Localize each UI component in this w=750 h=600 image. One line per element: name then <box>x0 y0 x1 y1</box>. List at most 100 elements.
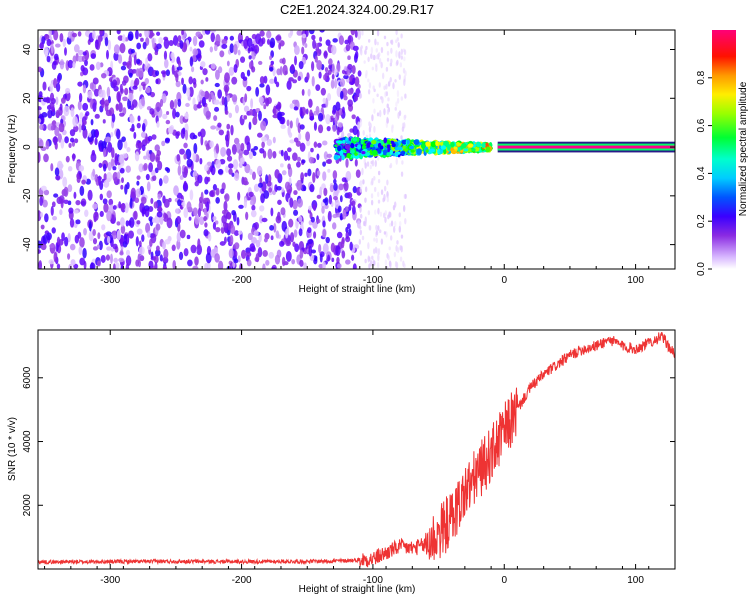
noise-blob <box>376 41 379 46</box>
noise-blob <box>181 30 185 36</box>
noise-blob <box>82 102 89 111</box>
noise-blob <box>175 131 180 139</box>
noise-blob <box>79 257 86 266</box>
noise-blob <box>175 80 181 88</box>
noise-blob <box>234 242 240 250</box>
noise-blob <box>192 77 197 85</box>
noise-blob <box>231 76 238 85</box>
noise-blob <box>65 155 70 163</box>
noise-blob <box>43 46 49 56</box>
noise-blob <box>92 102 97 113</box>
noise-blob <box>252 116 258 126</box>
noise-blob <box>312 221 318 229</box>
noise-blob <box>299 249 304 259</box>
noise-blob <box>338 35 344 45</box>
noise-blob <box>316 194 322 199</box>
noise-blob <box>289 232 295 243</box>
noise-blob <box>104 99 110 107</box>
noise-blob <box>45 96 50 104</box>
noise-blob <box>126 146 131 153</box>
noise-blob <box>372 85 375 90</box>
noise-blob <box>164 138 170 144</box>
noise-blob <box>352 186 357 194</box>
noise-blob <box>375 224 378 231</box>
noise-blob <box>156 211 163 218</box>
noise-blob <box>166 167 171 173</box>
noise-blob <box>367 242 370 250</box>
noise-blob <box>77 81 83 87</box>
noise-blob <box>353 53 358 63</box>
noise-blob <box>303 185 307 192</box>
noise-blob <box>301 46 305 55</box>
noise-blob <box>60 97 66 104</box>
noise-blob <box>215 226 221 233</box>
noise-blob <box>233 258 239 264</box>
noise-blob <box>182 83 187 94</box>
noise-blob <box>69 218 75 228</box>
noise-blob <box>296 30 303 36</box>
noise-blob <box>38 66 42 73</box>
noise-blob <box>389 39 393 44</box>
noise-blob <box>224 110 229 115</box>
noise-blob <box>166 110 170 115</box>
noise-blob <box>364 258 367 264</box>
noise-blob <box>215 34 221 46</box>
noise-blob <box>403 122 406 129</box>
noise-blob <box>306 72 310 81</box>
noise-blob <box>272 190 276 196</box>
noise-blob <box>296 179 303 191</box>
noise-blob <box>272 136 276 144</box>
noise-blob <box>387 214 390 220</box>
noise-blob <box>103 163 107 172</box>
noise-blob <box>125 165 131 173</box>
noise-blob <box>163 198 170 208</box>
noise-blob <box>398 51 401 59</box>
noise-blob <box>394 220 397 228</box>
noise-blob <box>270 207 274 217</box>
x-tick-label: 100 <box>627 575 644 586</box>
noise-blob <box>224 236 227 244</box>
noise-blob <box>323 74 327 81</box>
noise-blob <box>165 69 171 77</box>
noise-blob <box>197 174 203 184</box>
x-tick-label: -200 <box>232 575 252 586</box>
noise-blob <box>367 56 370 63</box>
noise-blob <box>359 229 363 236</box>
noise-blob <box>394 78 397 83</box>
noise-blob <box>217 260 224 269</box>
noise-blob <box>50 163 54 172</box>
noise-blob <box>230 124 234 136</box>
noise-blob <box>163 248 169 259</box>
noise-blob <box>119 83 123 93</box>
noise-blob <box>308 30 315 35</box>
noise-blob <box>38 248 42 255</box>
noise-blob <box>334 78 338 89</box>
noise-blob <box>333 196 338 201</box>
noise-blob <box>242 76 248 81</box>
noise-blob <box>129 115 135 124</box>
spectrogram-heatmap <box>38 30 675 269</box>
carrier-blob <box>345 140 351 144</box>
noise-blob <box>325 159 332 164</box>
noise-blob <box>43 153 49 163</box>
noise-blob <box>345 158 349 168</box>
noise-blob <box>141 96 145 107</box>
colorbar-ticks: 0.0 0.2 0.4 0.6 0.8 <box>696 70 712 276</box>
noise-blob <box>177 199 182 207</box>
noise-blob <box>250 98 254 109</box>
noise-blob <box>225 137 230 148</box>
noise-blob <box>288 131 293 138</box>
noise-blob <box>248 151 253 160</box>
noise-blob <box>352 125 358 136</box>
y-tick-label: 6000 <box>22 366 33 389</box>
noise-blob <box>205 252 212 264</box>
noise-blob <box>63 105 70 117</box>
noise-blob <box>377 170 381 176</box>
noise-blob <box>400 55 404 60</box>
noise-blob <box>240 157 245 165</box>
noise-blob <box>38 139 44 149</box>
noise-blob <box>297 122 301 134</box>
noise-blob <box>265 84 271 96</box>
noise-blob <box>164 238 171 245</box>
noise-blob <box>102 119 106 124</box>
